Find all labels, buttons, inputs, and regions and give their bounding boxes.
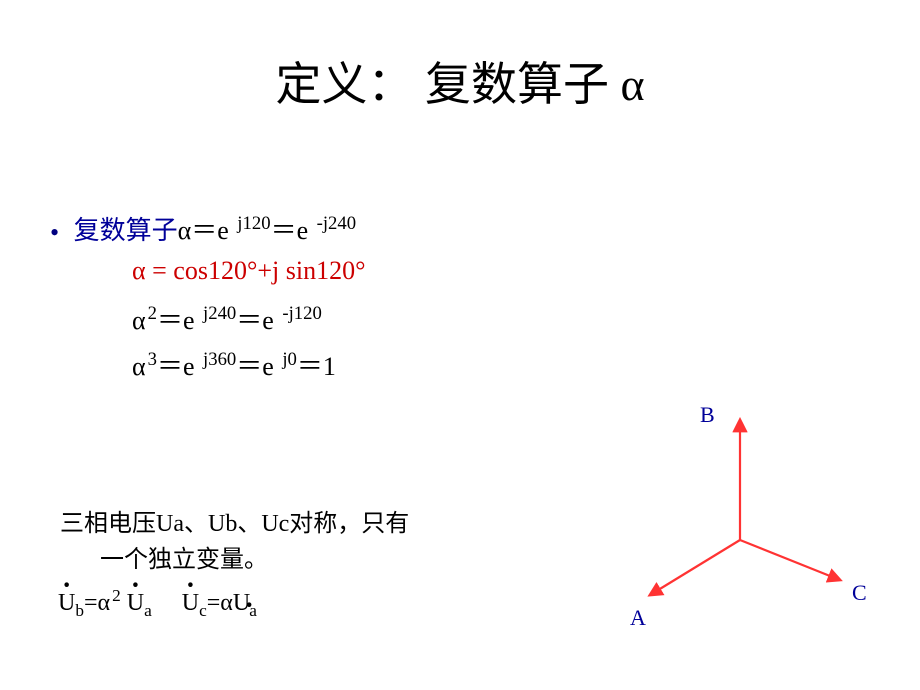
line-4: α3＝e j360＝e j0＝1 <box>132 346 336 383</box>
label-a: A <box>630 605 646 631</box>
line-2: α = cos120°+j sin120° <box>132 256 365 286</box>
sub-b: b <box>75 601 84 620</box>
phasor-uc: U <box>182 590 199 617</box>
vector-c <box>740 540 840 580</box>
bottom-text-2: 一个独立变量。 <box>60 542 409 578</box>
vector-a <box>650 540 740 595</box>
slide-title: 定义： 复数算子 α <box>0 48 920 114</box>
eq-rel1: =α <box>84 590 110 616</box>
phasor-ua1: U <box>127 590 144 617</box>
line-1-eq: α＝e j120＝e -j240 <box>178 216 356 245</box>
bottom-text-1: 三相电压Ua、Ub、Uc对称，只有 <box>60 506 409 542</box>
equation-row: Ub=α2 Ua Uc=αUa <box>58 586 257 621</box>
line-1-label: 复数算子 <box>74 216 178 245</box>
bottom-text: 三相电压Ua、Ub、Uc对称，只有 一个独立变量。 <box>60 506 409 578</box>
phasor-diagram: B A C <box>590 380 890 640</box>
line-1: • 复数算子α＝e j120＝e -j240 <box>50 210 356 248</box>
line-3: α2＝e j240＝e -j120 <box>132 300 322 337</box>
bullet-icon: • <box>50 218 59 247</box>
eq-sq: 2 <box>112 586 121 605</box>
label-b: B <box>700 402 715 428</box>
sub-a1: a <box>144 601 152 620</box>
phasor-ub: U <box>58 590 75 617</box>
sub-c: c <box>199 601 207 620</box>
label-c: C <box>852 580 867 606</box>
